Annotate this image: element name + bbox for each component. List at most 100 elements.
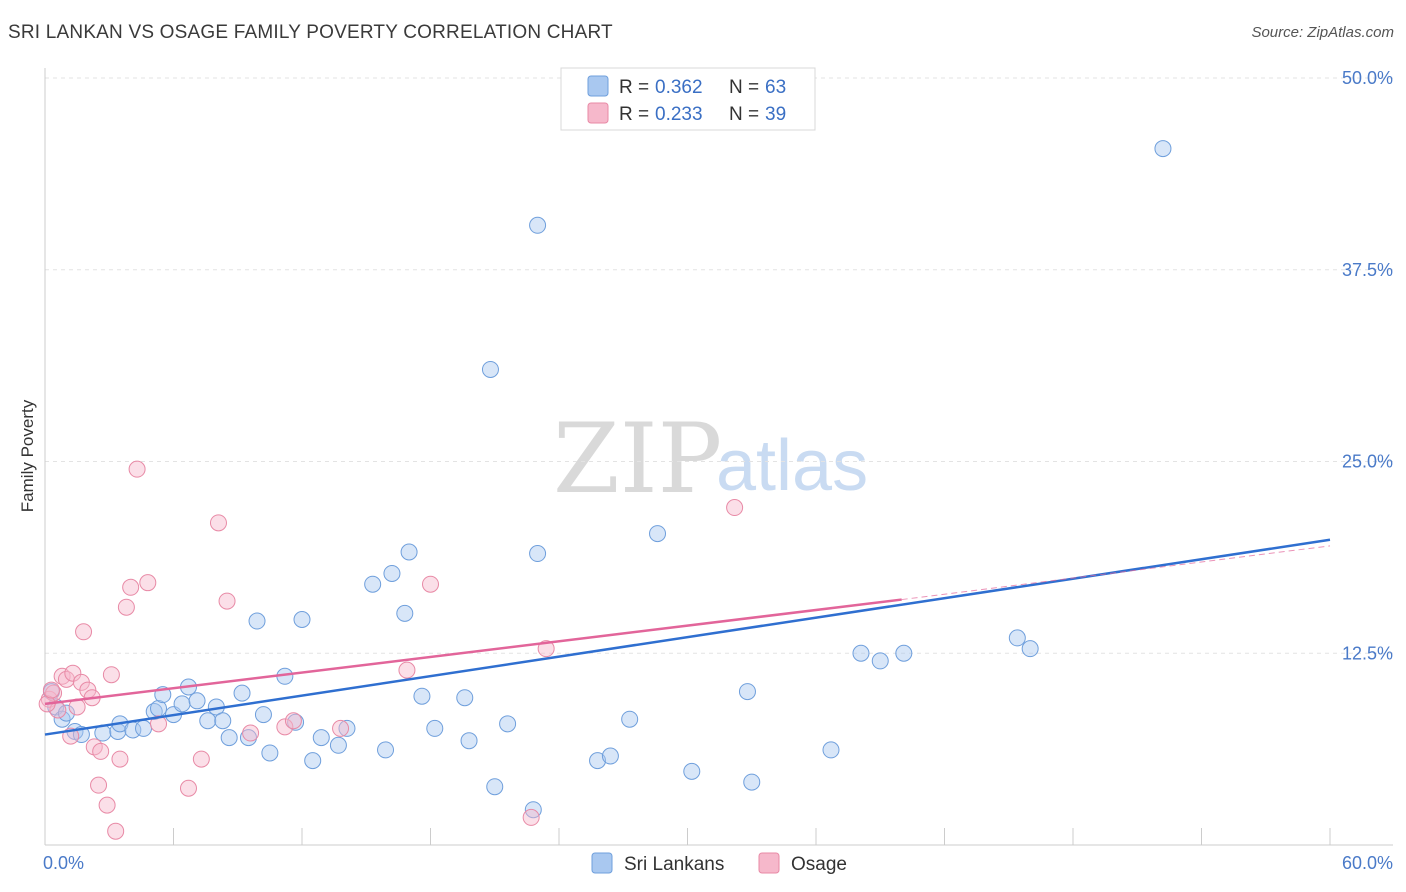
- trend-line-osage: [44, 598, 902, 706]
- point-sri-lankans: [248, 612, 266, 630]
- point-osage: [522, 808, 540, 826]
- point-sri-lankans: [456, 689, 474, 707]
- point-osage: [218, 592, 236, 610]
- source-credit: Source: ZipAtlas.com: [1251, 24, 1394, 41]
- point-osage: [45, 684, 63, 702]
- point-sri-lankans: [1008, 629, 1026, 647]
- point-sri-lankans: [135, 719, 153, 737]
- point-sri-lankans: [383, 564, 401, 582]
- point-sri-lankans: [460, 732, 478, 750]
- point-osage: [90, 776, 108, 794]
- point-osage: [242, 724, 260, 742]
- point-sri-lankans: [822, 741, 840, 759]
- x-tick-label-max: 60.0%: [1342, 853, 1393, 873]
- point-osage: [726, 499, 744, 517]
- point-sri-lankans: [329, 736, 347, 754]
- axes: [44, 68, 1393, 846]
- y-tick-label: 37.5%: [1342, 260, 1393, 280]
- point-sri-lankans: [852, 644, 870, 662]
- point-osage: [422, 575, 439, 593]
- point-sri-lankans: [53, 710, 71, 728]
- point-sri-lankans: [239, 729, 257, 747]
- point-sri-lankans: [1021, 640, 1039, 658]
- y-tick-label: 12.5%: [1342, 643, 1393, 663]
- y-axis-label: Family Poverty: [18, 399, 37, 512]
- point-sri-lankans: [601, 747, 619, 765]
- watermark-atlas: atlas: [716, 426, 868, 506]
- point-osage: [537, 640, 555, 658]
- point-osage: [75, 623, 93, 641]
- legend-r-value-1: 0.362: [655, 77, 703, 98]
- bottom-legend-label-osage: Osage: [791, 854, 847, 875]
- point-osage: [98, 796, 116, 814]
- point-osage: [107, 822, 125, 840]
- legend-n-value-1: 63: [765, 77, 786, 98]
- point-osage: [92, 742, 110, 760]
- point-osage: [150, 715, 168, 733]
- y-tick-label: 50.0%: [1342, 68, 1393, 88]
- point-sri-lankans: [486, 778, 504, 796]
- point-sri-lankans: [396, 604, 414, 622]
- point-osage: [102, 666, 120, 684]
- point-sri-lankans: [1154, 140, 1172, 158]
- x-tick-label-min: 0.0%: [43, 853, 84, 873]
- watermark-zip: ZIP: [553, 403, 722, 515]
- point-sri-lankans: [188, 692, 206, 710]
- point-sri-lankans: [683, 762, 701, 780]
- point-osage: [111, 750, 129, 768]
- point-osage: [284, 712, 302, 730]
- trend-lines: [44, 538, 1331, 736]
- legend-swatch-osage: [587, 102, 609, 124]
- chart-title: SRI LANKAN VS OSAGE FAMILY POVERTY CORRE…: [8, 22, 613, 43]
- point-osage: [42, 681, 60, 699]
- point-sri-lankans: [254, 706, 272, 724]
- point-osage: [64, 664, 82, 682]
- point-sri-lankans: [499, 715, 517, 733]
- point-sri-lankans: [173, 695, 191, 713]
- y-tick-labels: 12.5% 25.0% 37.5% 50.0%: [1342, 68, 1393, 663]
- trend-line-sri-lankans: [44, 538, 1331, 736]
- bottom-legend-swatch-osage: [758, 852, 780, 874]
- bottom-legend: Sri Lankans Osage: [591, 852, 847, 875]
- x-ticks: [44, 828, 1331, 845]
- point-sri-lankans: [426, 719, 444, 737]
- point-sri-lankans: [529, 545, 547, 563]
- point-osage: [192, 750, 210, 768]
- point-sri-lankans: [413, 687, 431, 705]
- point-sri-lankans: [338, 719, 356, 737]
- point-sri-lankans: [400, 543, 418, 561]
- point-osage: [398, 661, 416, 679]
- point-osage: [128, 460, 146, 478]
- point-sri-lankans: [649, 525, 667, 543]
- point-sri-lankans: [895, 644, 913, 662]
- point-sri-lankans: [214, 712, 232, 730]
- legend-swatch-sri-lankans: [587, 75, 609, 97]
- point-sri-lankans: [261, 744, 279, 762]
- point-osage: [276, 718, 294, 736]
- point-sri-lankans: [621, 710, 639, 728]
- point-osage: [139, 574, 157, 592]
- point-sri-lankans: [312, 729, 330, 747]
- legend-r-value-2: 0.233: [655, 104, 703, 125]
- point-sri-lankans: [199, 712, 217, 730]
- point-osage: [179, 779, 197, 797]
- point-sri-lankans: [481, 360, 499, 378]
- legend-n-label-1: N =: [729, 77, 764, 98]
- point-sri-lankans: [364, 575, 382, 593]
- point-sri-lankans: [871, 652, 889, 670]
- point-sri-lankans: [738, 683, 756, 701]
- gridlines: [45, 77, 1393, 654]
- scatter-points: [38, 140, 1172, 840]
- legend-r-label-2: R =: [619, 104, 654, 125]
- point-sri-lankans: [293, 611, 311, 629]
- legend: R = 0.362 N = 63 R = 0.233 N = 39: [560, 67, 816, 131]
- bottom-legend-swatch-sri-lankans: [591, 852, 613, 874]
- point-sri-lankans: [304, 752, 322, 770]
- point-osage: [332, 719, 350, 737]
- point-osage: [117, 598, 135, 616]
- point-sri-lankans: [589, 752, 607, 770]
- point-osage: [122, 578, 140, 596]
- legend-r-label-1: R =: [619, 77, 654, 98]
- point-sri-lankans: [377, 741, 395, 759]
